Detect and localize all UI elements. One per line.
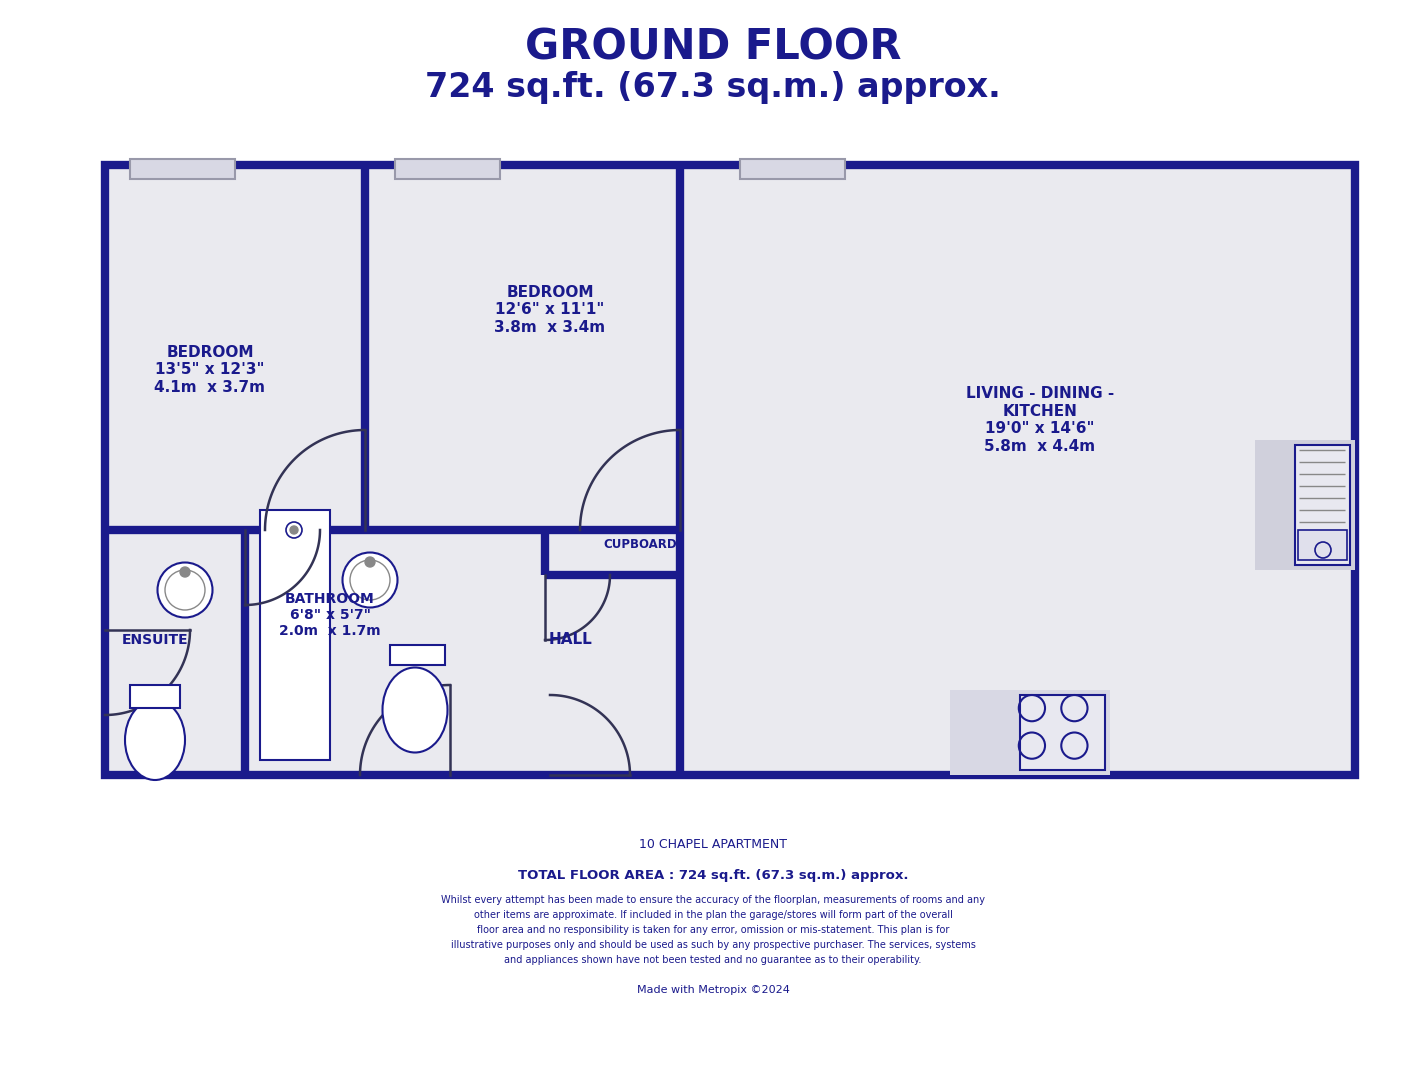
Bar xyxy=(130,685,180,708)
Bar xyxy=(389,645,445,665)
Text: HALL: HALL xyxy=(548,633,592,648)
Text: 724 sq.ft. (67.3 sq.m.) approx.: 724 sq.ft. (67.3 sq.m.) approx. xyxy=(425,71,1001,105)
Bar xyxy=(130,159,235,179)
Text: Whilst every attempt has been made to ensure the accuracy of the floorplan, meas: Whilst every attempt has been made to en… xyxy=(441,895,985,964)
Bar xyxy=(395,159,501,179)
Text: TOTAL FLOOR AREA : 724 sq.ft. (67.3 sq.m.) approx.: TOTAL FLOOR AREA : 724 sq.ft. (67.3 sq.m… xyxy=(518,868,908,881)
Circle shape xyxy=(289,526,298,534)
Text: Made with Metropix ©2024: Made with Metropix ©2024 xyxy=(636,985,790,995)
Bar xyxy=(1020,696,1105,770)
Circle shape xyxy=(180,567,190,577)
Text: GROUND FLOOR: GROUND FLOOR xyxy=(525,27,901,69)
Text: LIVING - DINING -
KITCHEN
19'0" x 14'6"
5.8m  x 4.4m: LIVING - DINING - KITCHEN 19'0" x 14'6" … xyxy=(965,387,1114,454)
Bar xyxy=(106,165,1355,775)
Text: 10 CHAPEL APARTMENT: 10 CHAPEL APARTMENT xyxy=(639,838,787,851)
Bar xyxy=(740,159,846,179)
Bar xyxy=(1295,445,1350,565)
Ellipse shape xyxy=(125,700,185,780)
Bar xyxy=(260,510,329,760)
Text: ENSUITE: ENSUITE xyxy=(121,633,188,647)
Bar xyxy=(1298,530,1348,561)
Ellipse shape xyxy=(342,553,398,607)
Text: BEDROOM
13'5" x 12'3"
4.1m  x 3.7m: BEDROOM 13'5" x 12'3" 4.1m x 3.7m xyxy=(154,346,265,395)
Circle shape xyxy=(365,557,375,567)
Ellipse shape xyxy=(382,667,448,753)
Text: BATHROOM
6'8" x 5'7"
2.0m  x 1.7m: BATHROOM 6'8" x 5'7" 2.0m x 1.7m xyxy=(279,592,381,638)
Ellipse shape xyxy=(157,563,212,618)
Bar xyxy=(950,690,1109,775)
Text: BEDROOM
12'6" x 11'1"
3.8m  x 3.4m: BEDROOM 12'6" x 11'1" 3.8m x 3.4m xyxy=(495,285,606,335)
Text: CUPBOARD: CUPBOARD xyxy=(603,539,677,552)
Bar xyxy=(1255,440,1355,570)
